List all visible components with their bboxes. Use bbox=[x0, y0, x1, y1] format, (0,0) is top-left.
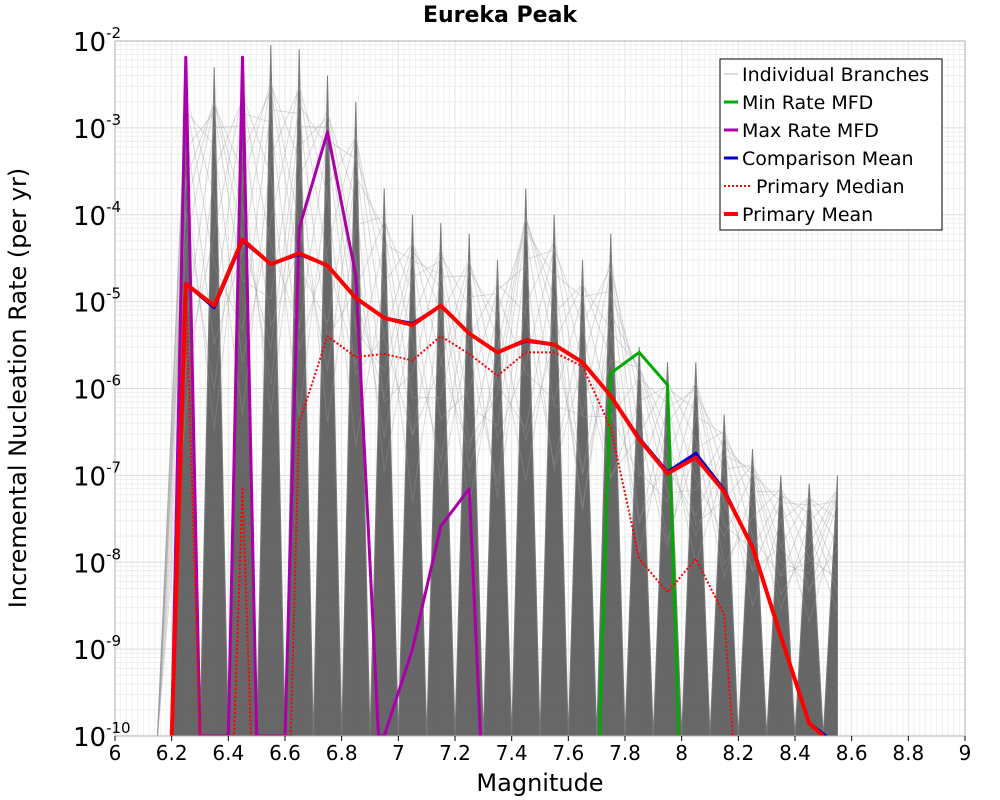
branch-line bbox=[157, 100, 838, 736]
x-tick-label: 7.4 bbox=[496, 741, 528, 765]
y-axis-label: Incremental Nucleation Rate (per yr) bbox=[4, 168, 32, 608]
branch-line bbox=[157, 80, 838, 736]
x-tick-label: 9 bbox=[959, 741, 972, 765]
x-tick-label: 8.8 bbox=[892, 741, 924, 765]
chart-title: Eureka Peak bbox=[423, 3, 578, 28]
series-min-rate-mfd bbox=[598, 350, 681, 736]
branch-envelope bbox=[157, 44, 838, 736]
x-tick-label: 8.2 bbox=[722, 741, 754, 765]
branch-line bbox=[157, 85, 838, 736]
y-tick-label: 10-6 bbox=[73, 372, 121, 406]
x-tick-label: 8.4 bbox=[779, 741, 811, 765]
plot-content bbox=[157, 44, 838, 736]
y-tick-label: 10-3 bbox=[73, 111, 121, 145]
y-tick-label: 10-9 bbox=[73, 632, 121, 666]
plot-border bbox=[114, 40, 966, 737]
branch-line bbox=[157, 102, 838, 736]
y-tick-label: 10-2 bbox=[73, 24, 121, 58]
x-axis: 6 6.2 6.4 6.6 6.8 7 7.2 7.4 7.6 7.8 8 8.2 8.4 8.6 8.8 9 bbox=[109, 736, 972, 765]
branch-line bbox=[157, 93, 838, 736]
y-tick-label: 10-5 bbox=[73, 285, 121, 319]
branch-line bbox=[157, 98, 838, 736]
branch-line bbox=[157, 112, 838, 736]
y-tick-label: 10-10 bbox=[73, 719, 131, 753]
x-tick-label: 8 bbox=[675, 741, 688, 765]
legend-label-primary-median: Primary Median bbox=[756, 176, 905, 198]
x-tick-label: 6.8 bbox=[326, 741, 358, 765]
legend-box bbox=[719, 58, 943, 231]
branch-line bbox=[157, 86, 838, 736]
series-max-rate-mfd bbox=[170, 55, 482, 736]
x-tick-label: 7 bbox=[392, 741, 405, 765]
legend: Individual Branches Min Rate MFD Max Rate … bbox=[719, 58, 943, 231]
x-tick-label: 8.6 bbox=[836, 741, 868, 765]
x-tick-label: 7.6 bbox=[552, 741, 584, 765]
x-tick-label: 6 bbox=[109, 741, 122, 765]
branch-line bbox=[157, 100, 838, 736]
branch-line bbox=[157, 82, 838, 736]
legend-label-min-rate-mfd: Min Rate MFD bbox=[742, 92, 873, 114]
branch-line bbox=[157, 88, 838, 736]
x-tick-label: 6.6 bbox=[269, 741, 301, 765]
y-tick-label: 10-4 bbox=[73, 198, 121, 232]
legend-label-primary-mean: Primary Mean bbox=[742, 204, 873, 226]
x-tick-label: 7.8 bbox=[609, 741, 641, 765]
branch-line bbox=[157, 97, 838, 736]
series-individual-branches bbox=[157, 44, 838, 736]
x-tick-label: 7.2 bbox=[439, 741, 471, 765]
x-axis-label: Magnitude bbox=[476, 769, 603, 797]
y-tick-label: 10-8 bbox=[73, 545, 121, 579]
y-axis: 10-10 10-9 10-8 10-7 10-6 10-5 10-4 10-3 10-2 bbox=[73, 24, 131, 753]
x-tick-label: 6.4 bbox=[212, 741, 244, 765]
series-primary-mean bbox=[169, 237, 825, 736]
branch-line bbox=[157, 103, 838, 736]
branch-line bbox=[157, 111, 838, 736]
legend-label-max-rate-mfd: Max Rate MFD bbox=[742, 120, 879, 142]
series-primary-median bbox=[170, 285, 734, 736]
legend-label-individual-branches: Individual Branches bbox=[742, 64, 929, 86]
y-tick-label: 10-7 bbox=[73, 458, 121, 492]
legend-label-comparison-mean: Comparison Mean bbox=[742, 148, 914, 170]
x-tick-label: 6.2 bbox=[156, 741, 188, 765]
